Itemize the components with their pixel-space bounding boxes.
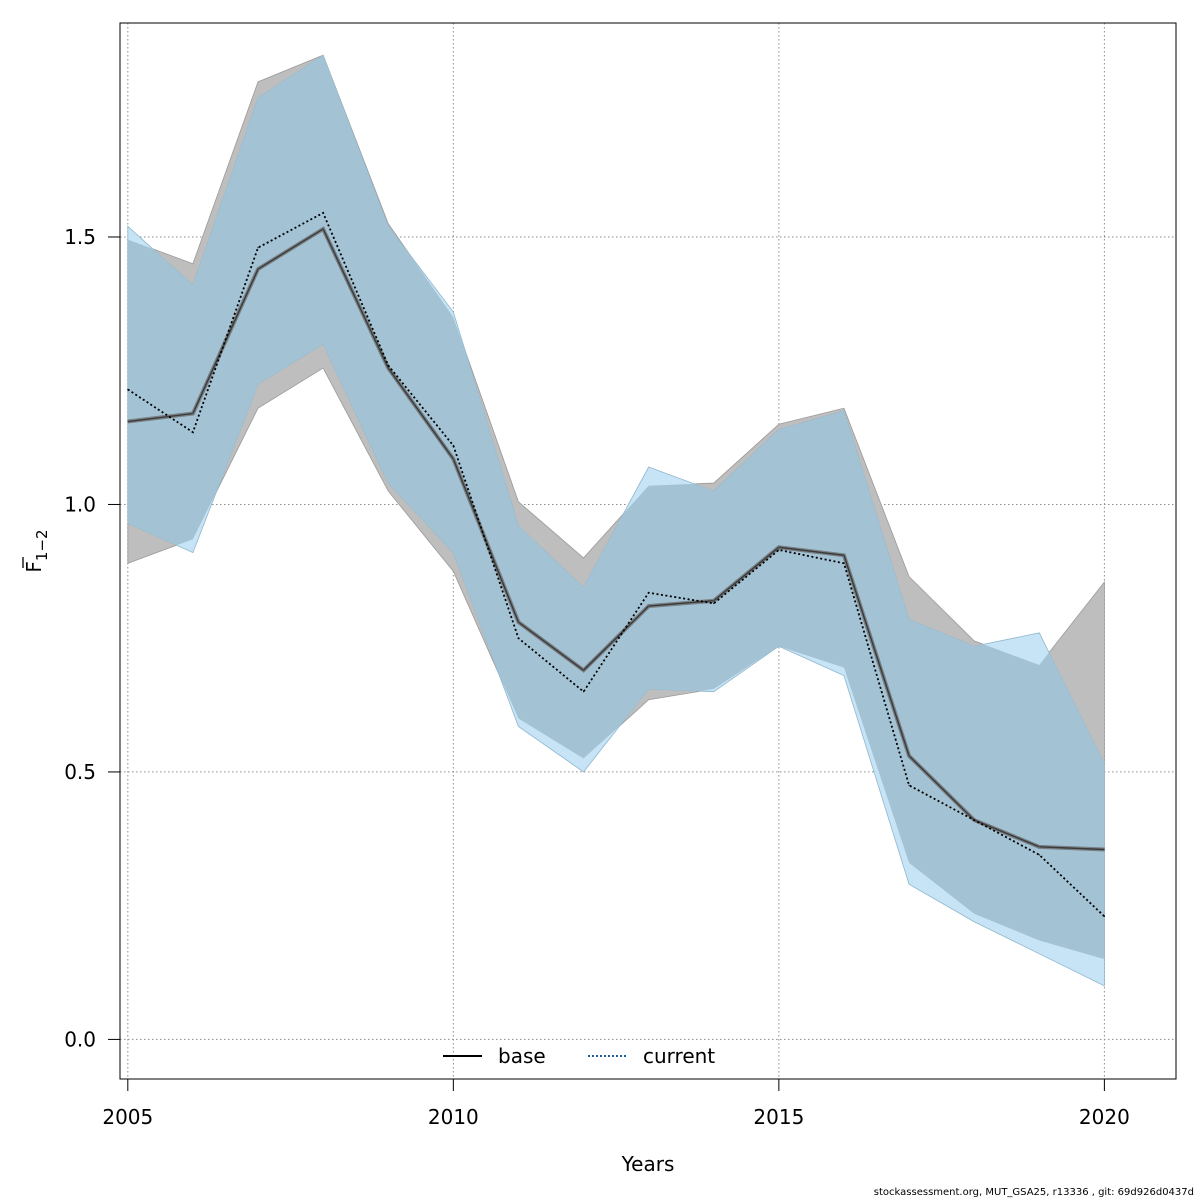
point-base-2013 xyxy=(648,605,650,607)
y-axis-title-main: F xyxy=(22,561,46,573)
point-base-2011 xyxy=(517,621,520,623)
point-current-2007 xyxy=(257,247,259,249)
point-base-2016 xyxy=(843,554,845,556)
point-current-2018 xyxy=(973,819,975,821)
point-current-2016 xyxy=(843,562,845,564)
legend: base current xyxy=(443,1044,715,1068)
point-base-2009 xyxy=(387,367,389,369)
svg-text:F1−2: F1−2 xyxy=(22,529,51,572)
y-axis-title: F1−2 xyxy=(22,529,51,572)
y-tick-label-1: 0.5 xyxy=(64,760,96,784)
point-current-2020 xyxy=(1103,915,1105,917)
point-base-2012 xyxy=(582,669,585,671)
x-tick-label-0: 2005 xyxy=(102,1105,153,1129)
series-lines xyxy=(127,211,1106,918)
point-base-2010 xyxy=(452,458,454,460)
footer-credit: stockassessment.org, MUT_GSA25, r13336 ,… xyxy=(873,1187,1194,1198)
y-tick-label-2: 1.0 xyxy=(64,492,96,516)
point-current-2011 xyxy=(517,637,520,639)
x-tick-label-1: 2010 xyxy=(428,1105,479,1129)
legend-label-base: base xyxy=(498,1044,546,1068)
point-current-2010 xyxy=(452,445,454,447)
legend-label-current: current xyxy=(643,1044,715,1068)
point-current-2006 xyxy=(192,431,194,433)
line-current xyxy=(127,211,1106,918)
point-current-2014 xyxy=(713,602,715,605)
point-base-2019 xyxy=(1038,846,1040,848)
point-base-2005 xyxy=(127,420,129,423)
y-axis-title-subscript: 1−2 xyxy=(33,529,51,561)
confidence-bands xyxy=(127,54,1105,987)
point-current-2005 xyxy=(127,388,129,391)
point-base-2007 xyxy=(257,268,259,270)
y-tick-label-3: 1.5 xyxy=(64,225,96,249)
point-base-2006 xyxy=(192,412,194,415)
line-base xyxy=(127,227,1105,851)
plot-frame xyxy=(119,22,1177,1080)
point-current-2019 xyxy=(1038,854,1040,856)
x-tick-label-2: 2015 xyxy=(753,1105,804,1129)
point-base-2015 xyxy=(778,546,780,548)
y-tick-label-0: 0.0 xyxy=(64,1027,96,1051)
point-current-2013 xyxy=(648,592,650,594)
point-current-2015 xyxy=(778,549,780,551)
point-base-2014 xyxy=(713,600,715,602)
point-current-2017 xyxy=(908,784,910,786)
x-tick-label-3: 2020 xyxy=(1079,1105,1130,1129)
x-axis-title: Years xyxy=(621,1152,675,1176)
point-base-2017 xyxy=(908,755,910,757)
point-current-2009 xyxy=(387,364,389,366)
point-current-2012 xyxy=(582,691,585,693)
band-overlap xyxy=(127,55,1105,960)
point-current-2008 xyxy=(322,212,324,214)
point-base-2020 xyxy=(1103,848,1105,851)
axes: 2005 2010 2015 2020 0.0 0.5 1.0 1.5 xyxy=(64,225,1130,1129)
point-base-2008 xyxy=(322,228,324,230)
